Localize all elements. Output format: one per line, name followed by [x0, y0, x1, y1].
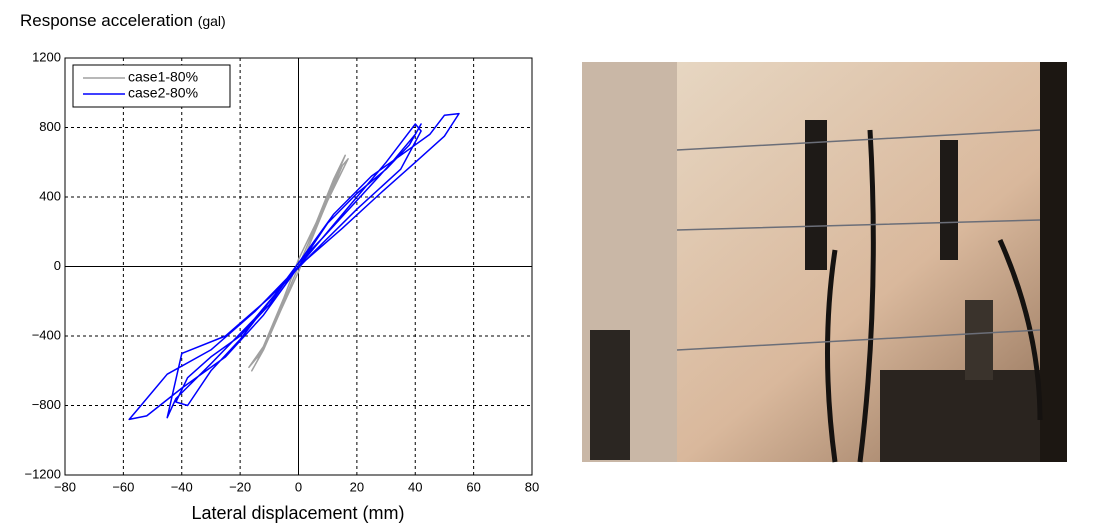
series-line	[128, 112, 460, 421]
x-tick-label: −20	[229, 479, 251, 494]
x-axis-title: Lateral displacement (mm)	[191, 503, 404, 523]
x-tick-label: 20	[350, 479, 364, 494]
x-tick-label: 0	[295, 479, 302, 494]
y-tick-label: 1200	[32, 49, 61, 64]
legend-box	[72, 64, 231, 108]
y-tick-label: −400	[32, 327, 61, 342]
y-label-unit: (gal)	[198, 13, 226, 29]
y-axis-title: Response acceleration (gal)	[20, 11, 226, 30]
x-tick-label: 60	[466, 479, 480, 494]
y-label: Response acceleration	[20, 11, 193, 30]
x-tick-label: −80	[54, 479, 76, 494]
y-tick-label: 400	[39, 188, 61, 203]
legend-label: case1-80%	[128, 69, 198, 85]
y-tick-label: 800	[39, 119, 61, 134]
photo	[582, 62, 1067, 463]
x-tick-label: 40	[408, 479, 422, 494]
x-tick-label: −40	[171, 479, 193, 494]
y-tick-label: 0	[54, 258, 61, 273]
plot-frame	[64, 57, 533, 476]
x-tick-label: −60	[112, 479, 134, 494]
series-line	[248, 154, 349, 372]
y-tick-label: −800	[32, 397, 61, 412]
y-tick-label: −1200	[24, 466, 61, 481]
x-tick-label: 80	[525, 479, 539, 494]
legend-label: case2-80%	[128, 85, 198, 101]
